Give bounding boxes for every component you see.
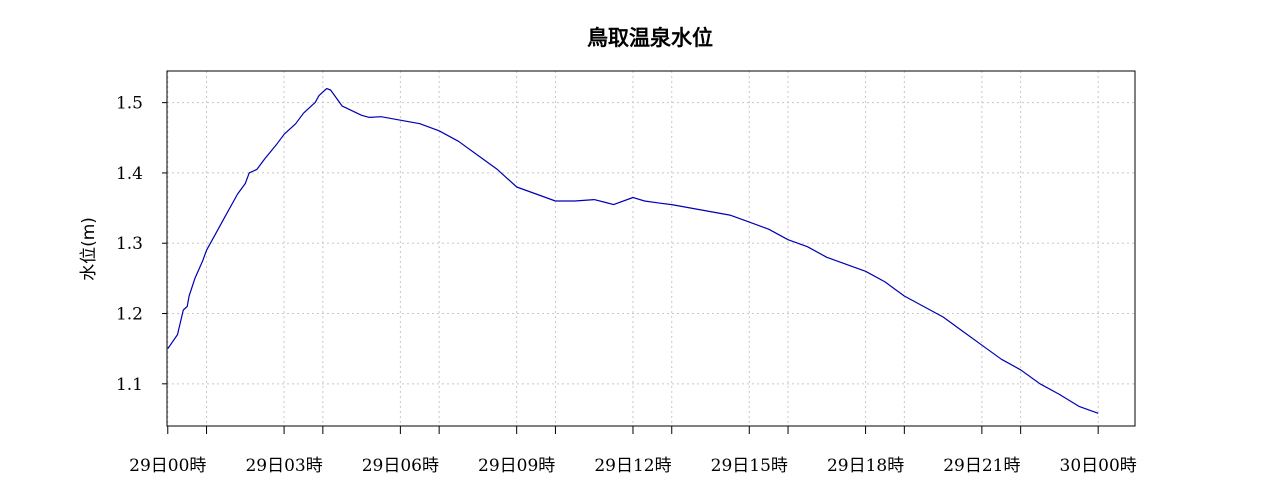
x-tick-label: 29日00時: [129, 456, 206, 476]
y-axis-label: 水位(m): [79, 217, 99, 281]
x-tick-label: 29日06時: [362, 456, 439, 476]
x-tick-label: 29日03時: [245, 456, 322, 476]
x-axis: 29日00時 29日03時 29日06時 29日09時 29日12時 29日15時 29日1…: [129, 426, 1137, 476]
series-group: [167, 87, 1099, 414]
x-tick-label: 29日09時: [478, 456, 555, 476]
x-tick-label: 29日12時: [594, 456, 671, 476]
x-tick-label: 30日00時: [1060, 456, 1137, 476]
plot-frame: [166, 70, 1136, 427]
grid-lines: [167, 71, 1135, 426]
chart-title: 鳥取温泉水位: [587, 26, 713, 50]
y-tick-label: 1.1: [116, 375, 143, 395]
y-axis: 1.1 1.2 1.3 1.4 1.5: [116, 94, 167, 395]
y-tick-label: 1.5: [116, 94, 143, 114]
y-tick-label: 1.2: [116, 305, 143, 325]
y-tick-label: 1.3: [116, 234, 143, 254]
x-tick-label: 29日15時: [711, 456, 788, 476]
water-level-line: [167, 87, 1099, 414]
y-tick-label: 1.4: [116, 164, 143, 184]
x-tick-label: 29日18時: [827, 456, 904, 476]
x-tick-label: 29日21時: [943, 456, 1020, 476]
